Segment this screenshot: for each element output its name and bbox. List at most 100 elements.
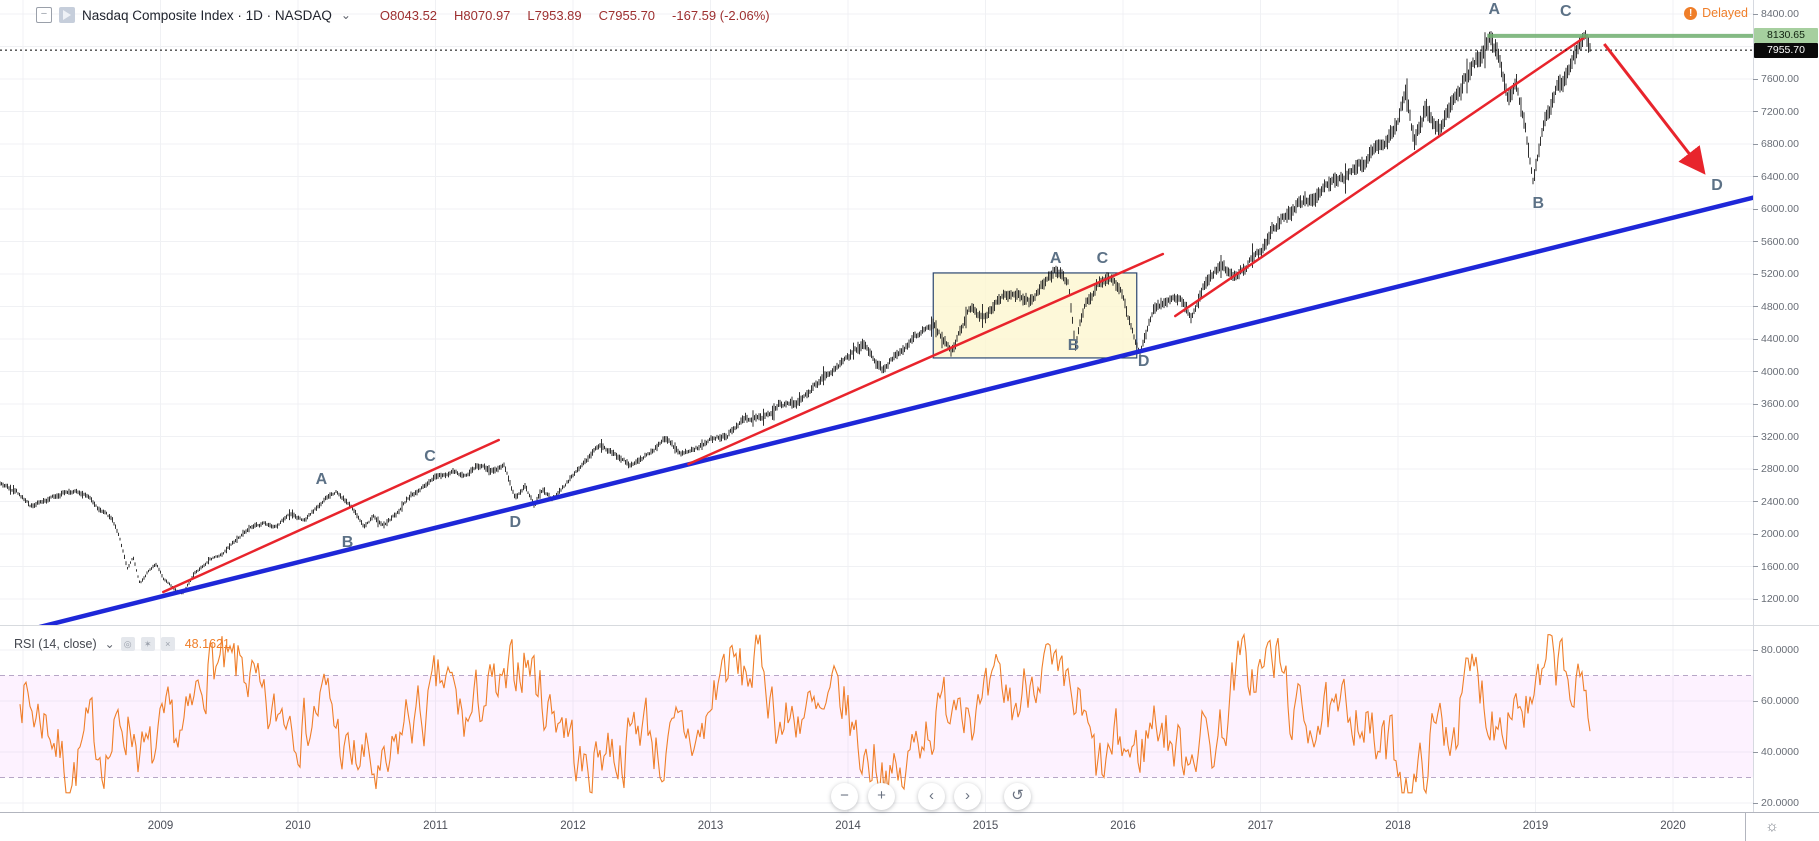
price-axis-label: 7600.00: [1761, 73, 1799, 85]
rsi-axis-label: 40.0000: [1761, 746, 1799, 758]
price-axis-label: 4000.00: [1761, 365, 1799, 378]
price-tick: [1753, 371, 1758, 372]
price-tick: [1753, 501, 1758, 502]
collapse-panel-icon[interactable]: −: [36, 7, 52, 23]
pattern-label-C[interactable]: C: [1096, 249, 1109, 267]
price-tick: [1753, 143, 1758, 145]
price-axis-label: 2800.00: [1761, 463, 1799, 475]
rsi-header: RSI (14, close) ⌄ ◎ ✶ × 48.1621: [14, 637, 230, 651]
pattern-label-B[interactable]: B: [341, 533, 354, 551]
pattern-label-D[interactable]: D: [1711, 177, 1723, 194]
rsi-series: [19, 632, 1591, 795]
trendline-abcd-3[interactable]: [1174, 35, 1587, 318]
ohlc-change: -167.59 (-2.06%): [672, 7, 770, 23]
symbol-logo-icon: [59, 7, 75, 23]
price-axis-label: 8400.00: [1761, 8, 1799, 20]
axis-separator: [1745, 813, 1746, 841]
price-tick: [1753, 176, 1758, 177]
price-tick: [1753, 403, 1758, 405]
zoom-in-button[interactable]: +: [868, 783, 895, 810]
theme-sun-icon[interactable]: ☼: [1765, 818, 1779, 835]
price-axis-label: 4800.00: [1761, 300, 1799, 313]
pattern-label-D[interactable]: D: [1137, 352, 1150, 370]
delayed-warning-icon: !: [1684, 6, 1698, 20]
price-axis-label: 4400.00: [1761, 333, 1799, 345]
trendline-long-term-support[interactable]: [38, 195, 1760, 627]
price-axis-label: 6400.00: [1761, 170, 1799, 183]
time-axis-label: 2011: [423, 820, 448, 832]
price-tick: [1753, 241, 1758, 242]
projection-arrow[interactable]: [1603, 43, 1706, 175]
time-axis-label: 2018: [1385, 820, 1411, 832]
ohlc-low: L7953.89: [527, 7, 582, 23]
rsi-dropdown-icon[interactable]: ⌄: [104, 637, 115, 651]
pattern-label-B[interactable]: B: [1532, 194, 1545, 212]
symbol-title[interactable]: Nasdaq Composite Index · 1D · NASDAQ: [82, 7, 332, 23]
price-tick: [1753, 436, 1758, 437]
rsi-value: 48.1621: [184, 637, 230, 651]
price-tick: [1753, 13, 1758, 15]
price-axis-label: 6000.00: [1761, 203, 1799, 215]
pattern-label-C[interactable]: C: [424, 447, 436, 465]
rsi-tick: [1753, 751, 1758, 753]
price-tick: [1753, 208, 1758, 210]
pan-left-button[interactable]: ‹: [918, 783, 945, 810]
price-tick: [1753, 533, 1758, 535]
price-axis-label: 2400.00: [1761, 495, 1799, 508]
pattern-label-C[interactable]: C: [1559, 2, 1572, 20]
pattern-label-A[interactable]: A: [1049, 249, 1062, 267]
rsi-settings-icon[interactable]: ✶: [140, 637, 155, 651]
delayed-badge[interactable]: ! Delayed: [1684, 6, 1748, 20]
time-axis-label: 2017: [1247, 820, 1274, 832]
zoom-out-button[interactable]: −: [831, 783, 858, 810]
pattern-label-D[interactable]: D: [509, 513, 522, 531]
rsi-tick: [1753, 802, 1758, 804]
price-tick: [1753, 338, 1758, 340]
price-tick: [1753, 468, 1758, 470]
rsi-axis-label: 60.0000: [1761, 695, 1799, 707]
price-axis-label: 3600.00: [1761, 398, 1799, 410]
highlight-box[interactable]: [932, 272, 1138, 359]
ohlc-open: O8043.52: [379, 7, 438, 23]
time-axis-label: 2019: [1522, 820, 1549, 832]
rsi-axis-label: 80.0000: [1761, 644, 1799, 656]
price-axis-label: 2000.00: [1761, 528, 1799, 540]
price-tick: [1753, 111, 1758, 112]
price-axis-label: 5600.00: [1761, 235, 1799, 248]
price-axis-label: 1200.00: [1761, 593, 1799, 605]
price-tick: [1753, 598, 1758, 600]
reset-view-button[interactable]: ↺: [1004, 783, 1031, 810]
chart-header: − Nasdaq Composite Index · 1D · NASDAQ ⌄…: [36, 5, 770, 25]
price-axis-label: 6800.00: [1761, 138, 1799, 150]
rsi-axis-label: 20.0000: [1761, 797, 1799, 809]
time-axis[interactable]: ☼ 2009 2010 2011 2012 2013 2014 2015 2016 2017 20…: [0, 812, 1819, 841]
price-axis-label: 1600.00: [1761, 560, 1799, 573]
price-axis-label: 5200.00: [1761, 268, 1799, 280]
trendline-abcd-2[interactable]: [687, 252, 1165, 466]
price-series: [0, 30, 1591, 595]
last-price-badge: 7955.70: [1754, 42, 1818, 58]
time-axis-label: 2016: [1110, 820, 1136, 832]
price-tick: [1753, 566, 1758, 567]
pattern-label-A[interactable]: A: [1488, 1, 1501, 19]
rsi-band: [0, 675, 1753, 778]
rsi-close-icon[interactable]: ×: [160, 637, 175, 651]
time-axis-label: 2014: [835, 820, 861, 832]
rsi-hide-icon[interactable]: ◎: [120, 637, 135, 651]
pattern-label-B[interactable]: B: [1067, 336, 1080, 354]
time-axis-label: 2020: [1660, 820, 1686, 832]
price-axis-label: 7200.00: [1761, 105, 1799, 118]
time-axis-label: 2013: [697, 820, 724, 832]
ohlc-high: H8070.97: [454, 7, 511, 23]
price-tick: [1753, 78, 1758, 80]
trendline-abcd-1[interactable]: [162, 438, 500, 594]
rsi-tick: [1753, 649, 1758, 651]
pattern-label-A[interactable]: A: [315, 470, 328, 488]
time-axis-label: 2015: [972, 820, 999, 832]
price-tick: [1753, 273, 1758, 275]
pan-right-button[interactable]: ›: [954, 783, 981, 810]
symbol-dropdown-icon[interactable]: ⌄: [340, 8, 351, 22]
delayed-label: Delayed: [1702, 6, 1748, 20]
